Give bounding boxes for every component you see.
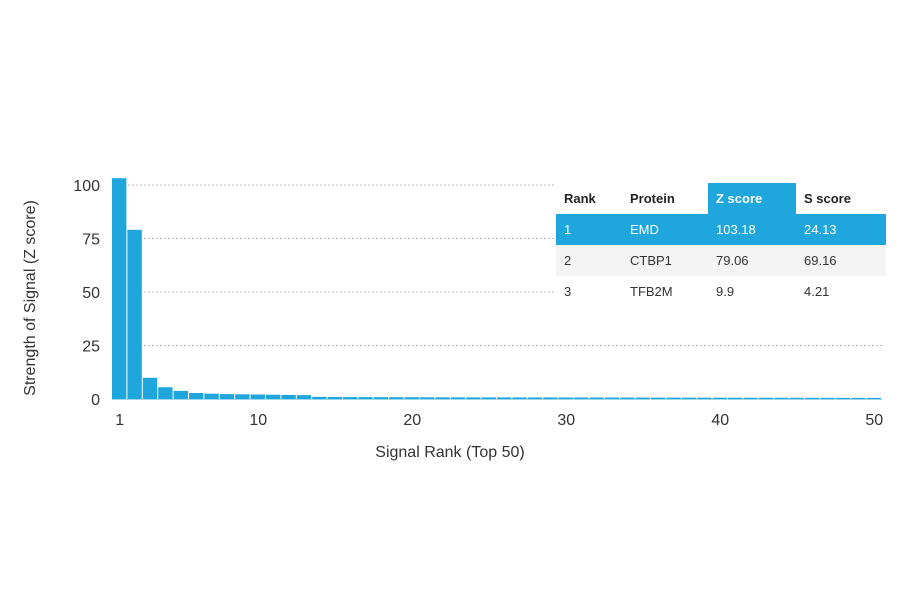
bar (358, 397, 373, 399)
bar (266, 394, 281, 399)
header-protein: Protein (622, 183, 708, 214)
cell-rank: 3 (564, 284, 572, 299)
bar (420, 397, 435, 399)
bar (543, 397, 558, 399)
bar (712, 397, 727, 399)
bar (866, 397, 881, 399)
bar (620, 397, 635, 399)
bars (112, 178, 881, 399)
bar (681, 397, 697, 399)
bar (373, 397, 389, 399)
bar (142, 377, 158, 399)
cell-s-score: 24.13 (796, 214, 886, 245)
bar (835, 397, 851, 399)
bar (435, 397, 450, 399)
x-tick-label: 20 (403, 412, 421, 429)
bar (604, 397, 620, 399)
bar (481, 397, 496, 399)
cell-rank: 1 (556, 214, 622, 245)
cell-z-score: 9.9 (716, 284, 735, 299)
cell-protein: EMD (622, 214, 708, 245)
bar (173, 390, 188, 399)
table-row: 1 EMD 103.18 24.13 (556, 214, 886, 245)
bar (774, 397, 789, 399)
bar (527, 397, 543, 399)
bar (450, 397, 466, 399)
table-row: 2 CTBP1 79.06 69.16 (556, 245, 886, 276)
bar (758, 397, 774, 399)
axes: 0 25 50 75 100 1 10 20 30 40 50 (73, 178, 883, 429)
bar (574, 397, 589, 399)
table-header-row: Rank Protein Z score S score (556, 183, 886, 214)
y-tick-label: 0 (91, 392, 100, 409)
bar (219, 394, 235, 399)
bar (512, 397, 527, 399)
bar (250, 394, 265, 399)
bar (589, 397, 604, 399)
x-axis-label: Signal Rank (Top 50) (375, 444, 524, 461)
header-rank: Rank (556, 183, 622, 214)
cell-z-score: 79.06 (708, 245, 796, 276)
bar (666, 397, 681, 399)
bar (281, 394, 296, 399)
bar (743, 397, 758, 399)
bar (820, 397, 835, 399)
bar (296, 395, 312, 399)
bar (558, 397, 573, 399)
header-s-score: S score (796, 183, 886, 214)
cell-s-score: 69.16 (796, 245, 886, 276)
bar (466, 397, 481, 399)
bar (389, 397, 404, 399)
x-tick-label: 10 (249, 412, 267, 429)
x-tick-label: 1 (115, 412, 124, 429)
y-tick-label: 100 (73, 178, 100, 195)
bar (404, 397, 419, 399)
bar (851, 397, 866, 399)
bar (127, 229, 142, 399)
bar (789, 397, 804, 399)
bar (497, 397, 512, 399)
cell-protein: CTBP1 (622, 245, 708, 276)
bar (189, 393, 204, 399)
top-proteins-table: Rank Protein Z score S score 1 EMD 103.1… (556, 183, 886, 307)
cell-z-score: 103.18 (708, 214, 796, 245)
x-tick-label: 30 (557, 412, 575, 429)
cell-rank: 2 (556, 245, 622, 276)
bar (312, 396, 327, 399)
x-tick-label: 40 (711, 412, 729, 429)
bar (651, 397, 666, 399)
bar (204, 393, 219, 399)
bar (728, 397, 743, 399)
cell-protein: TFB2M (630, 284, 673, 299)
y-tick-label: 75 (82, 232, 100, 249)
bar (158, 387, 173, 399)
bar (635, 397, 650, 399)
bar (235, 394, 250, 399)
bar (805, 397, 820, 399)
bar (327, 396, 342, 399)
y-axis-label: Strength of Signal (Z score) (22, 200, 39, 396)
bar (112, 178, 127, 399)
y-tick-label: 25 (82, 339, 100, 356)
table-row: 3 TFB2M 9.9 4.21 (556, 276, 886, 307)
bar (697, 397, 712, 399)
cell-s-score: 4.21 (804, 284, 830, 299)
x-tick-label: 50 (865, 412, 883, 429)
y-tick-label: 50 (82, 285, 100, 302)
bar (343, 397, 358, 399)
header-z-score: Z score (708, 183, 796, 214)
